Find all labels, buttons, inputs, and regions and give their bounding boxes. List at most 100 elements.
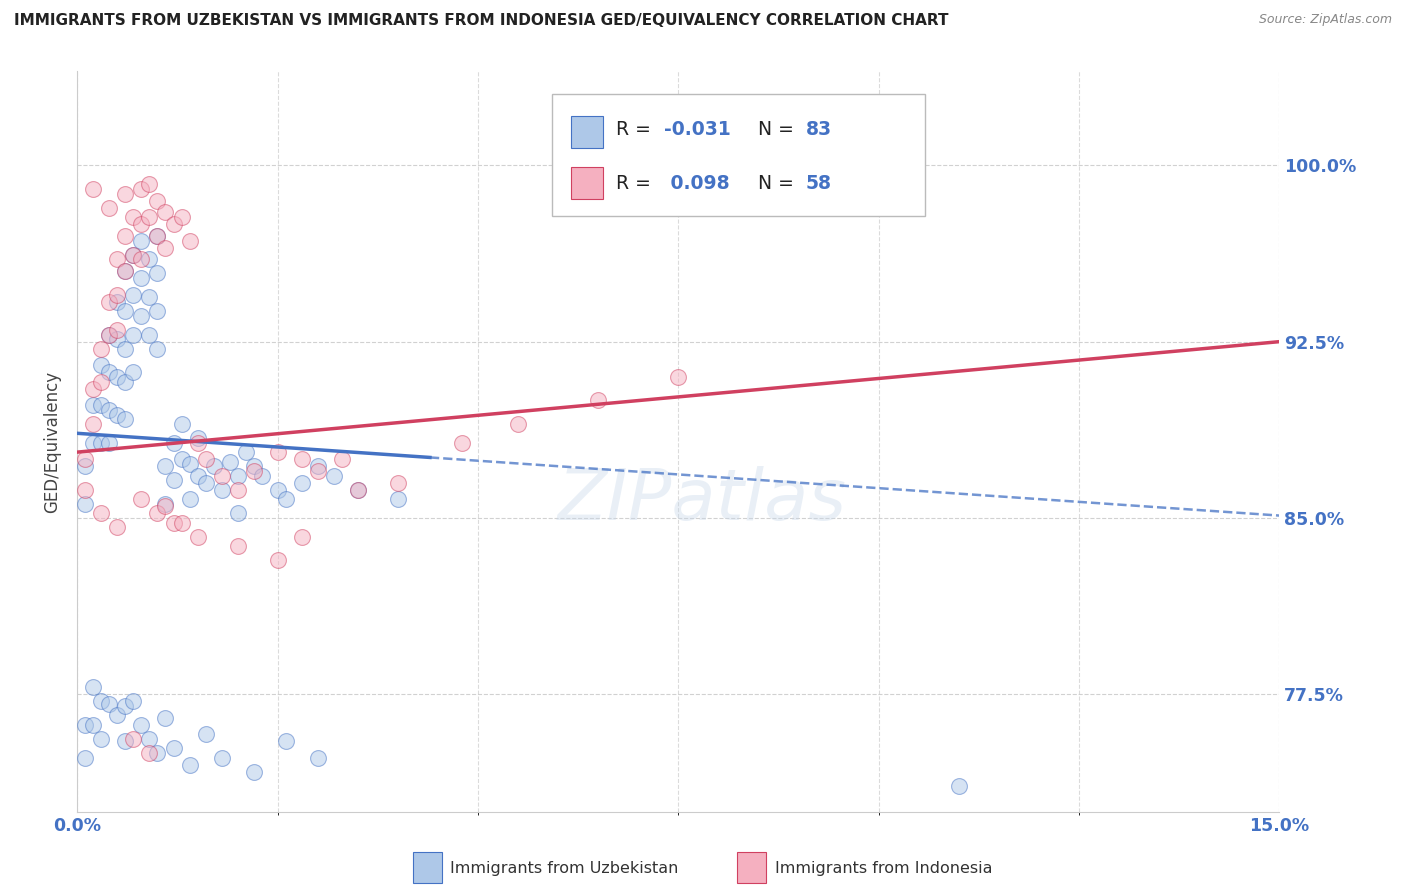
Point: [82, 398, 104, 412]
Point: [90, 506, 112, 520]
Point: [162, 516, 184, 530]
Point: [194, 475, 217, 490]
Point: [122, 248, 145, 262]
FancyBboxPatch shape: [571, 167, 603, 200]
Point: [138, 177, 160, 191]
Point: [107, 332, 129, 346]
Point: [307, 750, 329, 764]
Point: [226, 539, 249, 553]
Text: N =: N =: [758, 120, 800, 139]
Point: [114, 412, 136, 426]
Point: [267, 553, 290, 567]
Point: [330, 452, 353, 467]
Point: [122, 210, 145, 224]
Point: [179, 757, 201, 772]
Point: [107, 287, 129, 301]
Point: [291, 530, 314, 544]
Point: [211, 483, 233, 497]
Text: R =: R =: [616, 120, 657, 139]
Point: [138, 731, 160, 746]
Point: [107, 520, 129, 534]
Point: [179, 234, 201, 248]
Text: 58: 58: [806, 175, 832, 194]
Point: [75, 452, 97, 467]
Point: [155, 459, 177, 474]
Text: Immigrants from Uzbekistan: Immigrants from Uzbekistan: [450, 862, 678, 876]
Point: [122, 365, 145, 379]
Point: [98, 435, 121, 450]
Point: [75, 718, 97, 732]
Point: [138, 327, 160, 342]
Point: [90, 358, 112, 372]
Point: [226, 483, 249, 497]
Point: [155, 711, 177, 725]
Point: [98, 327, 121, 342]
Point: [131, 718, 153, 732]
Point: [114, 304, 136, 318]
Point: [307, 459, 329, 474]
Point: [162, 741, 184, 756]
Point: [146, 194, 169, 208]
Point: [155, 497, 177, 511]
Text: IMMIGRANTS FROM UZBEKISTAN VS IMMIGRANTS FROM INDONESIA GED/EQUIVALENCY CORRELAT: IMMIGRANTS FROM UZBEKISTAN VS IMMIGRANTS…: [14, 13, 949, 29]
Point: [387, 492, 409, 507]
FancyBboxPatch shape: [413, 852, 441, 883]
Point: [146, 267, 169, 281]
Point: [267, 445, 290, 459]
Point: [162, 217, 184, 231]
Point: [122, 327, 145, 342]
Y-axis label: GED/Equivalency: GED/Equivalency: [44, 370, 62, 513]
Point: [98, 365, 121, 379]
Point: [146, 506, 169, 520]
Point: [347, 483, 370, 497]
Point: [82, 417, 104, 431]
FancyBboxPatch shape: [553, 94, 925, 216]
Point: [114, 698, 136, 713]
Point: [75, 750, 97, 764]
Point: [179, 492, 201, 507]
Point: [122, 731, 145, 746]
Point: [98, 201, 121, 215]
Point: [226, 506, 249, 520]
Point: [114, 375, 136, 389]
Text: ZIPatlas: ZIPatlas: [558, 467, 846, 535]
Point: [107, 252, 129, 267]
Point: [146, 228, 169, 243]
Point: [107, 408, 129, 422]
Point: [194, 727, 217, 741]
Point: [90, 435, 112, 450]
Point: [138, 746, 160, 760]
Point: [82, 435, 104, 450]
Point: [508, 417, 530, 431]
Text: N =: N =: [758, 175, 800, 194]
Point: [122, 694, 145, 708]
Point: [90, 398, 112, 412]
Point: [114, 342, 136, 356]
Point: [107, 323, 129, 337]
Point: [98, 327, 121, 342]
Point: [138, 252, 160, 267]
Point: [155, 205, 177, 219]
Point: [322, 468, 344, 483]
Point: [122, 248, 145, 262]
Point: [146, 746, 169, 760]
Point: [170, 452, 193, 467]
Point: [114, 264, 136, 278]
Point: [146, 304, 169, 318]
Point: [82, 718, 104, 732]
Point: [131, 252, 153, 267]
Point: [451, 435, 474, 450]
Point: [98, 697, 121, 711]
Point: [267, 483, 290, 497]
Point: [211, 750, 233, 764]
Point: [668, 370, 690, 384]
Text: Immigrants from Indonesia: Immigrants from Indonesia: [775, 862, 993, 876]
Point: [138, 210, 160, 224]
Point: [146, 342, 169, 356]
Point: [274, 492, 297, 507]
Text: 83: 83: [806, 120, 832, 139]
Point: [75, 483, 97, 497]
Point: [131, 271, 153, 285]
Point: [242, 764, 264, 779]
Point: [291, 452, 314, 467]
